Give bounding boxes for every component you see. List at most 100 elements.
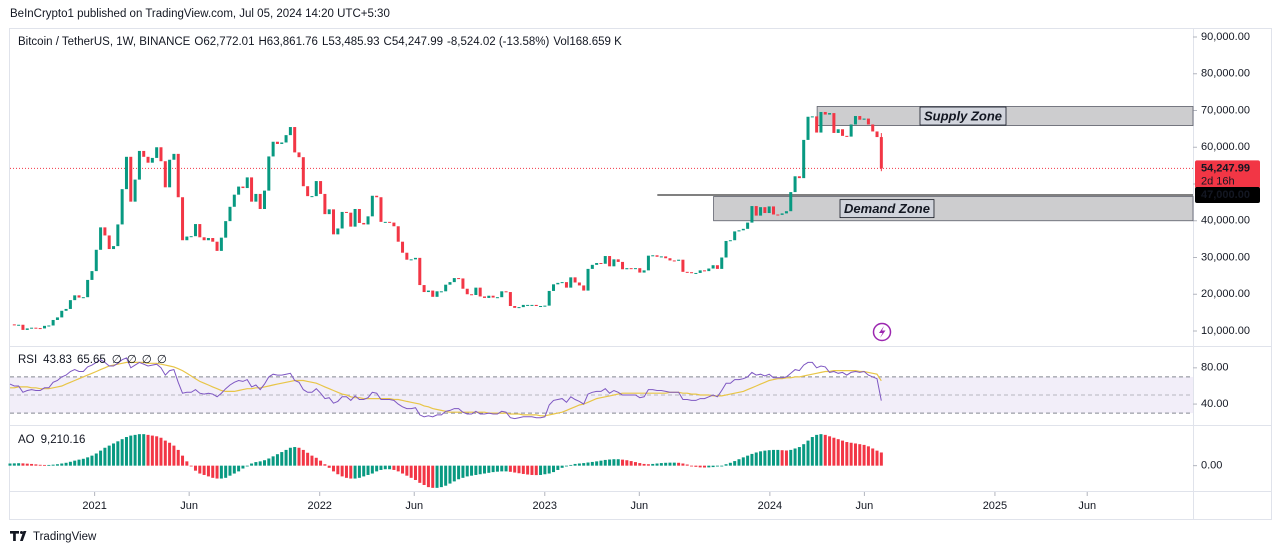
candle	[267, 156, 271, 191]
ao-bar	[99, 450, 103, 466]
ao-bar	[142, 434, 146, 466]
candle	[802, 139, 806, 179]
ao-bar	[508, 465, 512, 472]
candle	[478, 287, 482, 297]
candle	[508, 292, 512, 307]
y-tick-label: 80.00	[1201, 362, 1229, 374]
candle	[275, 141, 279, 144]
ao-bar	[77, 459, 81, 466]
ao-bar	[172, 445, 176, 466]
ao-bar	[461, 465, 465, 478]
ao-bar	[552, 465, 556, 473]
ao-bar	[401, 465, 405, 474]
candle	[17, 324, 21, 326]
candle	[646, 255, 650, 271]
ao-bar	[879, 452, 883, 466]
ao-bar	[60, 463, 64, 466]
candle	[672, 260, 676, 262]
ao-bar	[720, 465, 724, 467]
ao-bar	[439, 465, 443, 488]
candle	[621, 261, 625, 270]
footer-logo	[10, 531, 27, 541]
ao-bar	[780, 450, 784, 466]
candle	[112, 246, 116, 250]
candle	[651, 255, 655, 257]
candle	[789, 192, 793, 212]
ao-bar	[254, 462, 258, 466]
y-tick-label: 40,000.00	[1201, 215, 1250, 227]
zone-label: Demand Zone	[844, 201, 930, 216]
candle	[470, 294, 474, 296]
candle	[690, 272, 694, 274]
ao-bar	[409, 465, 413, 478]
ao-bar	[366, 465, 370, 475]
candle	[224, 221, 228, 238]
y-tick-label: 90,000.00	[1201, 31, 1250, 43]
ao-bar	[707, 465, 711, 468]
candle	[724, 240, 728, 258]
candle	[823, 111, 827, 115]
candle	[409, 259, 413, 261]
candle	[659, 256, 663, 258]
candle	[137, 150, 141, 180]
ao-bar	[836, 439, 840, 466]
candle	[573, 277, 577, 283]
candle	[357, 208, 361, 223]
candle	[413, 257, 417, 260]
candle	[319, 181, 323, 194]
ao-bar	[12, 463, 16, 466]
candle	[193, 224, 197, 237]
candle	[728, 240, 732, 242]
ao-value: 9,210.16	[41, 434, 86, 446]
y-tick-label: 20,000.00	[1201, 288, 1250, 300]
x-tick-label: 2021	[82, 500, 106, 512]
ao-bar	[150, 435, 154, 466]
candle	[86, 279, 90, 298]
lightning-icon	[872, 322, 892, 342]
ao-bar	[103, 447, 107, 466]
candle	[263, 190, 267, 209]
ao-bar	[215, 465, 219, 479]
ao-bar	[206, 465, 210, 477]
candle	[284, 135, 288, 143]
ao-bar	[241, 465, 245, 469]
ao-bar	[608, 459, 612, 466]
candle	[866, 118, 870, 125]
candle	[306, 186, 310, 197]
rsi-extra: ∅	[127, 354, 137, 366]
ao-bar	[435, 465, 439, 488]
candle	[94, 249, 98, 272]
candle	[47, 325, 51, 327]
ao-bar	[767, 450, 771, 466]
candle	[405, 252, 409, 260]
ohlc-key: C	[384, 36, 392, 48]
ao-bar	[86, 457, 90, 466]
ao-bar	[448, 465, 452, 484]
candle	[370, 195, 374, 217]
ohlc-value: 53,485.93	[328, 36, 379, 48]
ao-bar	[116, 441, 120, 466]
ao-bar	[724, 464, 728, 466]
candle	[332, 209, 336, 235]
candle	[733, 231, 737, 241]
candle	[228, 206, 232, 222]
ao-bar	[383, 465, 387, 470]
ohlc-key: O	[194, 36, 203, 48]
candle	[379, 197, 383, 222]
candle	[38, 328, 42, 330]
ao-bar	[737, 459, 741, 466]
candle	[603, 256, 607, 264]
candle	[51, 319, 55, 326]
candle	[608, 256, 612, 267]
ao-bar	[189, 465, 193, 467]
ao-bar	[560, 465, 564, 468]
candle	[599, 263, 603, 265]
ao-bar	[181, 455, 185, 466]
price-label: 47,000.00	[1201, 189, 1250, 201]
ao-bar	[586, 462, 590, 466]
ao-bar	[465, 465, 469, 477]
ao-bar	[702, 465, 706, 468]
ao-bar	[267, 458, 271, 466]
candle	[491, 295, 495, 298]
ao-bar	[25, 463, 29, 466]
